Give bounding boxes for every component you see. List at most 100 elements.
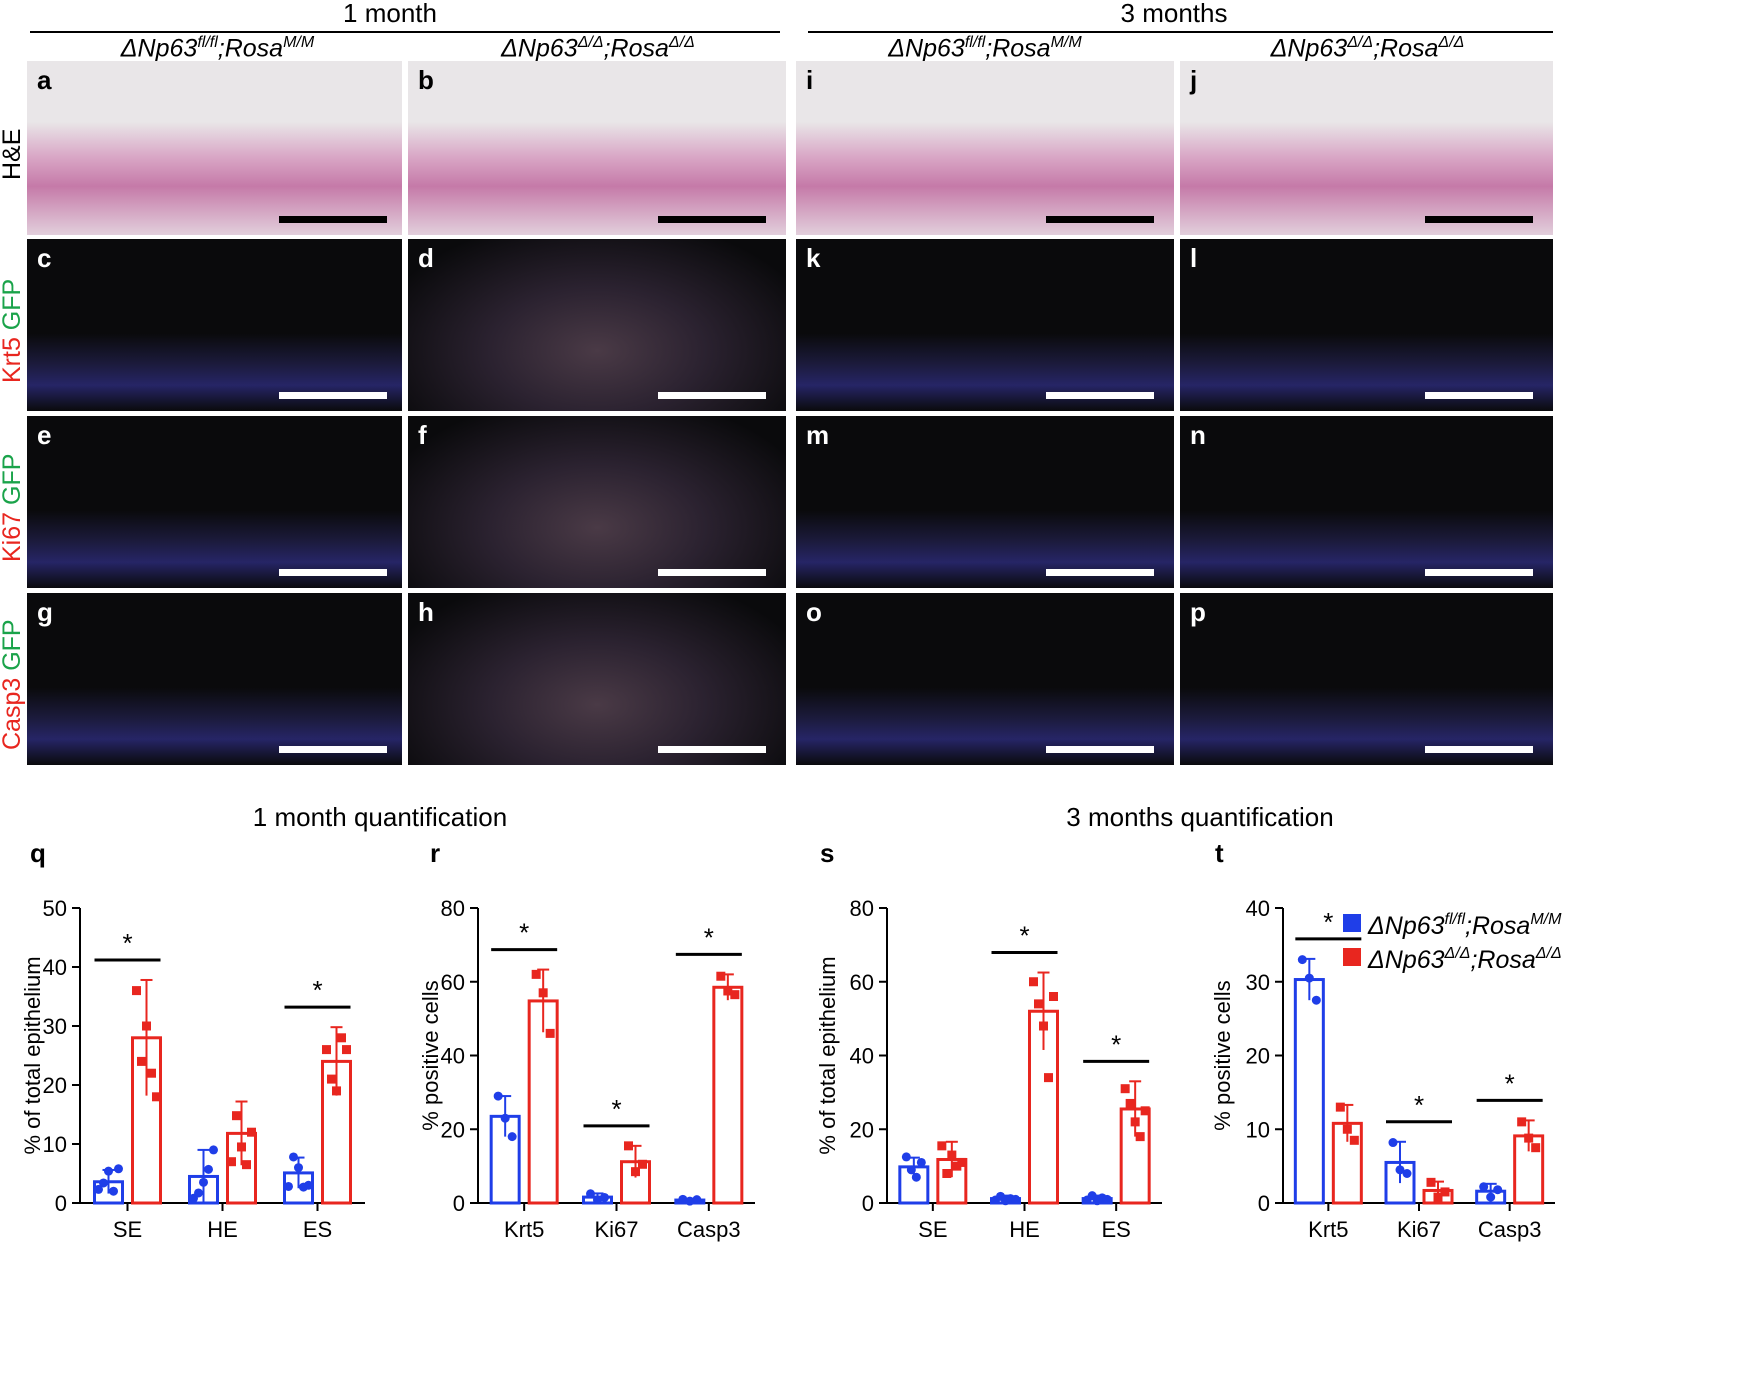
data-point [586, 1189, 595, 1199]
data-point [1102, 1194, 1112, 1204]
significance-star: * [519, 918, 529, 948]
y-tick-label: 20 [43, 1073, 67, 1098]
scale-bar [658, 746, 766, 753]
micrograph-panel-c: c [27, 239, 402, 411]
data-point [1349, 1135, 1359, 1145]
data-point [1402, 1169, 1412, 1178]
data-point [916, 1157, 926, 1167]
quant-title-3-months: 3 months quantification [1066, 802, 1334, 832]
data-point [1049, 992, 1058, 1001]
data-point [957, 1157, 967, 1167]
data-point [1440, 1187, 1450, 1197]
quantification-charts: q 0 10 20 30 40 50 % of total epithelium SE HE ES *… [20, 838, 1562, 1242]
data-point [304, 1180, 313, 1190]
data-point [685, 1196, 695, 1206]
y-axis-label: % positive cells [418, 980, 443, 1130]
genotype-label-mutant-3m: ΔNp63Δ/Δ;RosaΔ/Δ [1270, 34, 1465, 63]
data-point [730, 990, 740, 1000]
panel-letter: c [37, 243, 52, 273]
chart-panel-letter-q: q [30, 838, 46, 868]
data-point [284, 1181, 293, 1191]
panel-letter: m [806, 420, 830, 450]
panel-letter: j [1190, 65, 1198, 95]
y-tick-label: 60 [850, 970, 874, 995]
data-point [1426, 1177, 1436, 1187]
data-point [500, 1113, 510, 1123]
data-point [152, 1092, 161, 1102]
data-point [493, 1091, 503, 1101]
y-tick-label: 20 [441, 1117, 465, 1142]
row-label-casp3-gfp: Casp3 GFP [0, 619, 26, 750]
y-tick-label: 0 [862, 1191, 874, 1216]
data-point [1486, 1192, 1496, 1202]
quant-title-1-month: 1 month quantification [252, 802, 508, 832]
data-point [1433, 1192, 1443, 1202]
data-point [1120, 1084, 1130, 1094]
micrograph-panel-f: f [408, 416, 786, 588]
data-point [937, 1141, 947, 1151]
data-point [147, 1068, 156, 1078]
data-point [232, 1111, 241, 1121]
data-point [624, 1141, 633, 1151]
data-point [1029, 977, 1038, 987]
scale-bar [658, 216, 766, 223]
micrograph-panel-k: k [796, 239, 1174, 411]
legend-swatch-mutant [1343, 948, 1361, 966]
panel-letter: n [1190, 420, 1206, 450]
panel-letter: l [1190, 243, 1198, 273]
data-point [1297, 955, 1307, 965]
data-point [247, 1127, 256, 1137]
micrograph-panel-d: d [408, 239, 786, 411]
y-tick-label: 10 [1246, 1117, 1270, 1142]
x-tick-label-casp3: Casp3 [677, 1217, 741, 1242]
data-point [1479, 1182, 1489, 1192]
scale-bar [279, 569, 387, 576]
data-point [327, 1074, 336, 1084]
panel-letter: i [806, 65, 814, 95]
significance-star: * [611, 1094, 621, 1124]
y-tick-label: 40 [441, 1044, 465, 1069]
data-point [638, 1159, 647, 1169]
data-point [1524, 1133, 1534, 1143]
data-point [1130, 1117, 1140, 1127]
data-point [507, 1132, 517, 1142]
data-point [94, 1184, 103, 1194]
data-point [942, 1169, 952, 1178]
micrograph-panel-a: a [27, 61, 402, 235]
micrograph-panel-n: n [1180, 416, 1553, 588]
micrograph-panel-p: p [1180, 593, 1553, 765]
data-point [332, 1086, 341, 1096]
data-point [1034, 999, 1043, 1009]
y-tick-label: 80 [850, 896, 874, 921]
y-tick-label: 50 [43, 896, 67, 921]
significance-star: * [1323, 907, 1333, 937]
y-axis-label: % of total epithelium [815, 956, 840, 1154]
data-point [342, 1045, 351, 1055]
data-point [194, 1188, 203, 1198]
row-label-he: H&E [0, 128, 26, 180]
data-point [114, 1164, 123, 1174]
data-point [538, 988, 548, 998]
data-point [337, 1033, 346, 1043]
panel-letter: k [806, 243, 821, 273]
data-point [142, 1021, 151, 1031]
bar-krt5-series-0 [1293, 978, 1325, 1205]
chart-panel-letter-t: t [1215, 838, 1224, 868]
y-tick-label: 40 [850, 1044, 874, 1069]
data-point [104, 1166, 113, 1176]
scale-bar [1046, 569, 1154, 576]
legend-label-mutant: ΔNp63Δ/Δ;RosaΔ/Δ [1367, 945, 1562, 974]
x-tick-label-se: SE [918, 1217, 947, 1242]
data-point [723, 986, 733, 996]
significance-star: * [1505, 1068, 1515, 1098]
scale-bar [279, 392, 387, 399]
y-tick-label: 80 [441, 896, 465, 921]
x-tick-label-es: ES [303, 1217, 332, 1242]
group-divider-1-month [30, 31, 780, 33]
genotype-label-control-1m: ΔNp63fl/fl;RosaM/M [120, 34, 315, 63]
micrograph-panel-m: m [796, 416, 1174, 588]
data-point [289, 1152, 298, 1162]
x-tick-label-se: SE [113, 1217, 142, 1242]
data-point [1388, 1138, 1398, 1148]
row-label-krt5-gfp: Krt5 GFP [0, 278, 26, 383]
